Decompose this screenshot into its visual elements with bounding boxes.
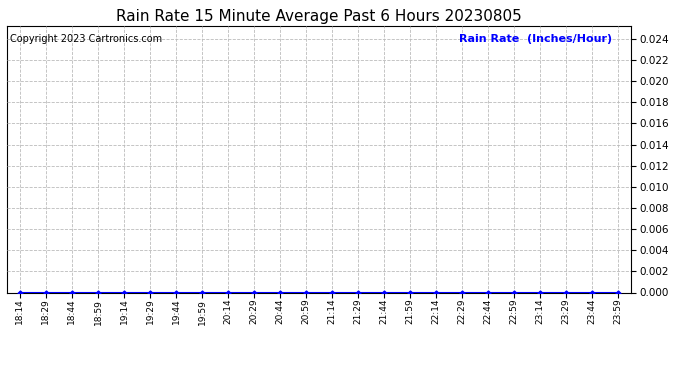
Text: Rain Rate  (Inches/Hour): Rain Rate (Inches/Hour) <box>460 34 613 44</box>
Text: Copyright 2023 Cartronics.com: Copyright 2023 Cartronics.com <box>10 34 162 44</box>
Title: Rain Rate 15 Minute Average Past 6 Hours 20230805: Rain Rate 15 Minute Average Past 6 Hours… <box>116 9 522 24</box>
